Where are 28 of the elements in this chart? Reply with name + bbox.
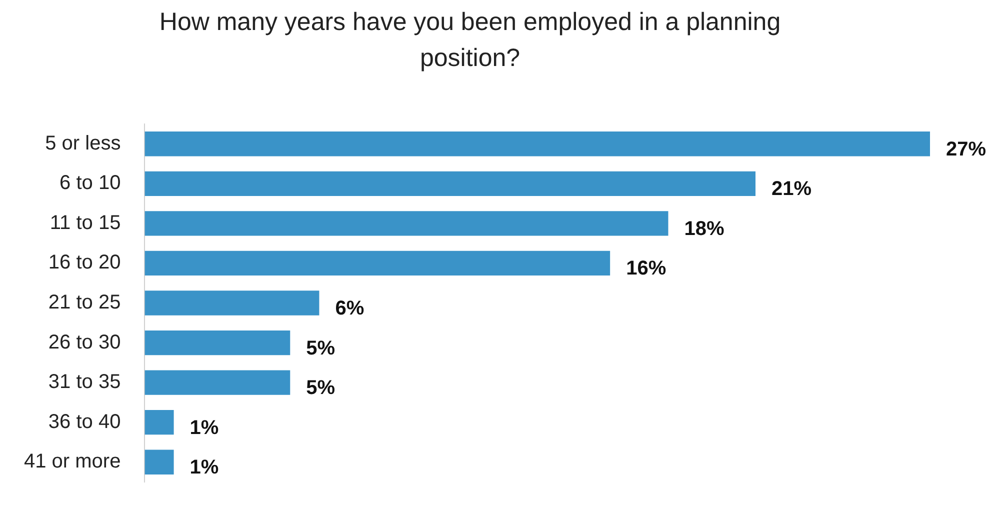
data-label: 18% <box>684 218 724 240</box>
y-tick-label: 11 to 15 <box>50 212 121 234</box>
data-label: 1% <box>190 416 219 439</box>
data-label: 27% <box>946 138 986 160</box>
bar <box>144 211 668 236</box>
bar <box>144 330 290 356</box>
y-tick-label: 6 to 10 <box>60 172 121 194</box>
bar <box>144 171 756 196</box>
bar <box>144 450 174 474</box>
y-tick-label: 31 to 35 <box>48 371 121 394</box>
y-tick-label: 5 or less <box>45 132 121 154</box>
data-label: 5% <box>306 337 336 360</box>
data-label: 21% <box>771 178 812 200</box>
data-label: 1% <box>190 456 219 479</box>
bar <box>144 250 610 276</box>
y-tick-label: 16 to 20 <box>48 252 121 274</box>
data-label: 6% <box>335 298 364 320</box>
data-label: 5% <box>306 377 336 400</box>
data-label: 16% <box>626 258 666 280</box>
bar <box>144 410 174 435</box>
bar <box>144 290 320 316</box>
y-tick-label: 21 to 25 <box>48 292 121 314</box>
chart-title: How many years have you been employed in a planning position? <box>158 7 782 74</box>
bar <box>144 370 290 395</box>
bar <box>144 132 930 156</box>
y-tick-label: 26 to 30 <box>48 331 121 354</box>
y-tick-label: 41 or more <box>24 450 121 473</box>
y-tick-label: 36 to 40 <box>48 410 121 433</box>
